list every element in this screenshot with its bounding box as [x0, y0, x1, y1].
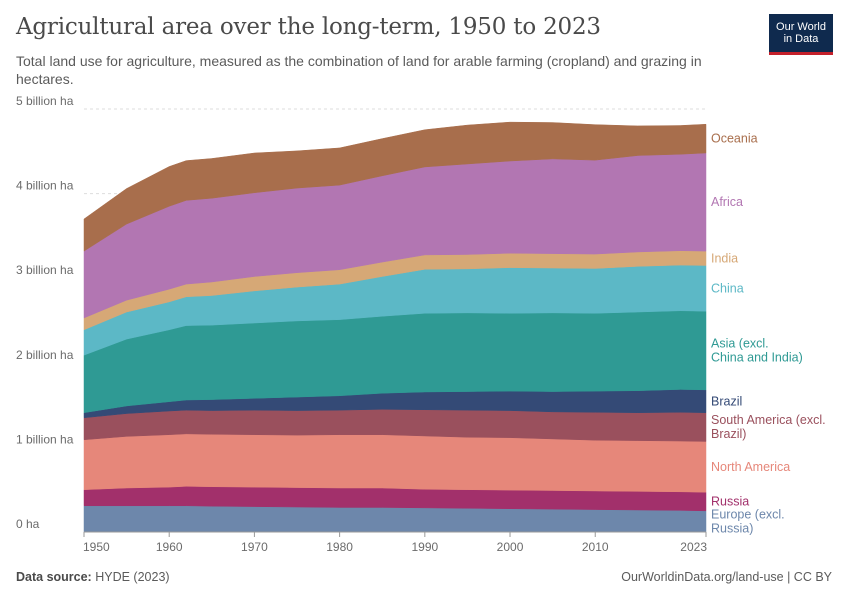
data-source-value: HYDE (2023) — [95, 570, 170, 584]
source-url[interactable]: OurWorldinData.org/land-use | CC BY — [621, 570, 832, 584]
x-tick-label: 2000 — [497, 540, 524, 554]
legend-label-south-america-excl-brazil[interactable]: South America (excl. Brazil) — [711, 413, 826, 441]
y-tick-label: 1 billion ha — [16, 432, 74, 446]
y-tick-label: 2 billion ha — [16, 348, 74, 362]
chart-subtitle: Total land use for agriculture, measured… — [16, 53, 702, 87]
x-tick-label: 1990 — [411, 540, 438, 554]
legend-layer: Europe (excl. Russia)Russia North America S… — [711, 132, 826, 536]
legend-label-brazil[interactable]: Brazil — [711, 394, 742, 408]
data-source-label: Data source: — [16, 570, 92, 584]
data-source: Data source: HYDE (2023) — [16, 570, 170, 584]
axis-layer: 0 ha 1 billion ha 2 billion ha 3 billion ha… — [16, 94, 707, 554]
legend-label-north-america[interactable]: North America — [711, 460, 790, 474]
owid-logo[interactable]: Our World in Data — [769, 14, 833, 55]
logo-line-1: Our World — [776, 21, 826, 33]
legend-label-russia[interactable]: Russia — [711, 495, 749, 509]
x-tick-label: 1980 — [326, 540, 353, 554]
legend-label-china[interactable]: China — [711, 281, 744, 295]
x-tick-label: 1950 — [83, 540, 110, 554]
legend-label-oceania[interactable]: Oceania — [711, 132, 758, 146]
area-layer — [83, 121, 707, 533]
legend-label-africa[interactable]: Africa — [711, 195, 743, 209]
y-tick-label: 3 billion ha — [16, 263, 74, 277]
chart-title: Agricultural area over the long-term, 19… — [16, 14, 601, 40]
x-tick-label: 2010 — [582, 540, 609, 554]
x-tick-label: 1960 — [156, 540, 183, 554]
area-oceania[interactable] — [83, 121, 707, 252]
y-tick-label: 0 ha — [16, 517, 40, 531]
y-tick-label: 5 billion ha — [16, 94, 74, 108]
legend-label-india[interactable]: India — [711, 251, 738, 265]
x-tick-label: 1970 — [241, 540, 268, 554]
area-north-america[interactable] — [83, 433, 707, 493]
logo-line-2: in Data — [783, 33, 819, 45]
legend-label-asia-excl-china-and-india[interactable]: Asia (excl. China and India) — [711, 337, 803, 365]
y-tick-label: 4 billion ha — [16, 179, 74, 193]
x-tick-label: 2023 — [680, 540, 707, 554]
legend-label-europe-excl-russia[interactable]: Europe (excl. Russia) — [711, 507, 785, 535]
